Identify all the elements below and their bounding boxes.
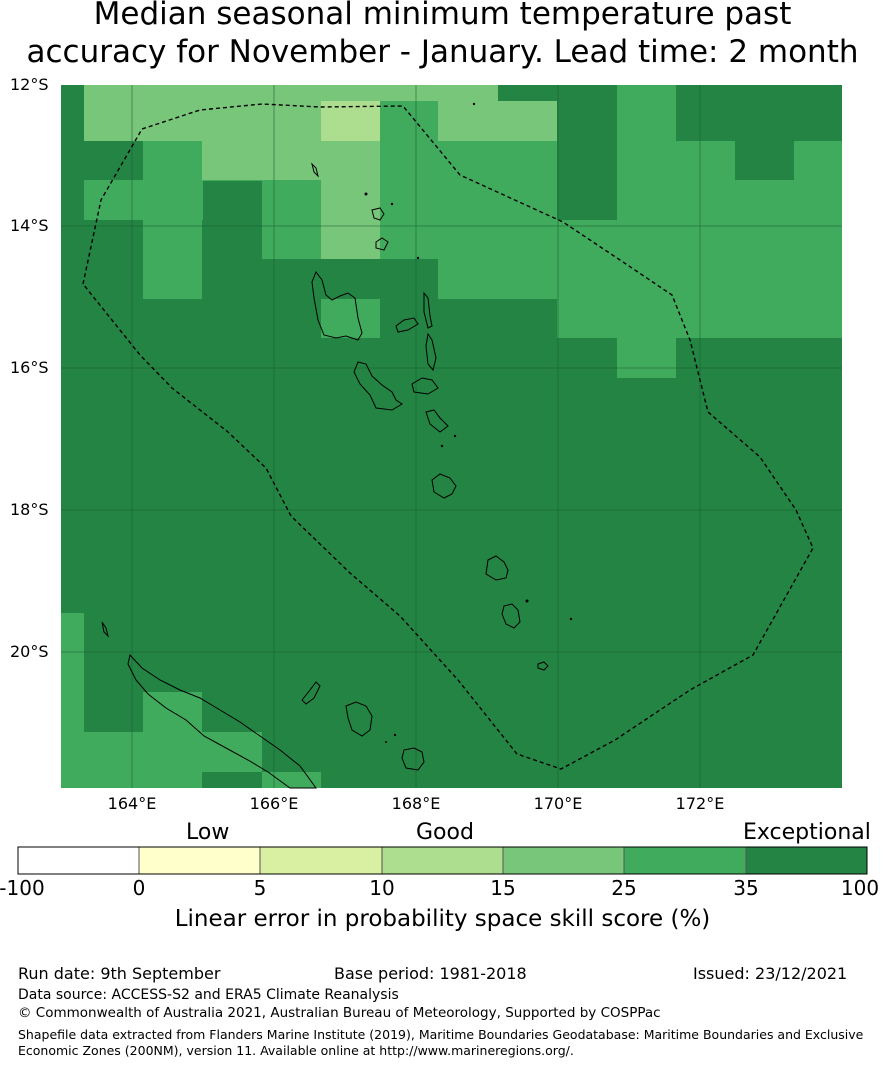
island-lifou <box>345 701 373 737</box>
island-banks-small <box>311 162 319 178</box>
colorbar-segment-25-35 <box>624 847 746 874</box>
island-pentecost <box>425 332 437 372</box>
island-belep <box>101 621 109 638</box>
colorbar-label-low: Low <box>186 820 230 845</box>
lon-label-170e: 170°E <box>533 794 583 813</box>
issued-date: Issued: 23/12/2021 <box>693 964 848 983</box>
island-erromango <box>485 555 509 581</box>
colorbar-tick-15: 15 <box>490 876 516 900</box>
island-new-caledonia <box>127 653 317 789</box>
island-vanua-lava <box>371 207 385 221</box>
colorbar-tick-neg100: -100 <box>0 876 45 900</box>
island-ouvea <box>301 681 321 705</box>
shapefile-credit-line2: Economic Zones (200NM), version 11. Avai… <box>18 1043 574 1058</box>
lat-label-18s: 18°S <box>10 500 49 519</box>
copyright-notice: © Commonwealth of Australia 2021, Austra… <box>18 1005 661 1021</box>
lat-label-14s: 14°S <box>10 216 49 235</box>
data-source: Data source: ACCESS-S2 and ERA5 Climate … <box>18 987 399 1003</box>
island-mare <box>401 747 425 771</box>
colorbar <box>17 846 868 875</box>
colorbar-tick-5: 5 <box>253 876 267 900</box>
lat-label-20s: 20°S <box>10 642 49 661</box>
lon-label-168e: 168°E <box>391 794 441 813</box>
colorbar-segment-15-25 <box>503 847 624 874</box>
island-efate <box>431 473 457 499</box>
island-gaua <box>375 237 389 251</box>
colorbar-segment-5-10 <box>260 847 382 874</box>
run-date: Run date: 9th September <box>18 964 221 983</box>
colorbar-label-good: Good <box>416 820 474 845</box>
base-period: Base period: 1981-2018 <box>334 964 527 983</box>
colorbar-tick-10: 10 <box>369 876 395 900</box>
colorbar-caption: Linear error in probability space skill … <box>174 906 711 932</box>
colorbar-segment-10-15 <box>382 847 503 874</box>
skill-map <box>61 85 842 789</box>
colorbar-label-exceptional: Exceptional <box>743 820 871 845</box>
island-maewo <box>423 291 433 329</box>
lon-label-166e: 166°E <box>249 794 299 813</box>
map-title-line1: Median seasonal minimum temperature past <box>93 0 792 32</box>
lat-label-12s: 12°S <box>10 75 49 94</box>
colorbar-segment-0-5 <box>139 847 260 874</box>
island-ambrym <box>411 377 439 395</box>
island-ambae <box>395 317 419 333</box>
lon-label-164e: 164°E <box>107 794 157 813</box>
eez-boundary <box>82 103 814 770</box>
colorbar-tick-0: 0 <box>132 876 146 900</box>
island-tanna <box>501 603 521 629</box>
island-espiritu-santo <box>311 270 363 341</box>
island-aneityum <box>537 661 549 671</box>
lat-label-16s: 16°S <box>10 358 49 377</box>
map-title-line2: accuracy for November - January. Lead ti… <box>26 34 859 70</box>
shapefile-credit-line1: Shapefile data extracted from Flanders M… <box>18 1027 864 1042</box>
lon-label-172e: 172°E <box>675 794 725 813</box>
colorbar-tick-25: 25 <box>611 876 637 900</box>
colorbar-tick-100: 100 <box>840 876 880 900</box>
island-epi <box>425 409 449 433</box>
colorbar-tick-35: 35 <box>733 876 759 900</box>
colorbar-segment-35-100 <box>746 847 867 874</box>
colorbar-segment-neg100-0 <box>18 847 139 874</box>
island-malekula <box>353 361 403 411</box>
